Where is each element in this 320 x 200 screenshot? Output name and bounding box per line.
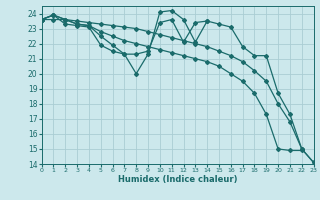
X-axis label: Humidex (Indice chaleur): Humidex (Indice chaleur): [118, 175, 237, 184]
